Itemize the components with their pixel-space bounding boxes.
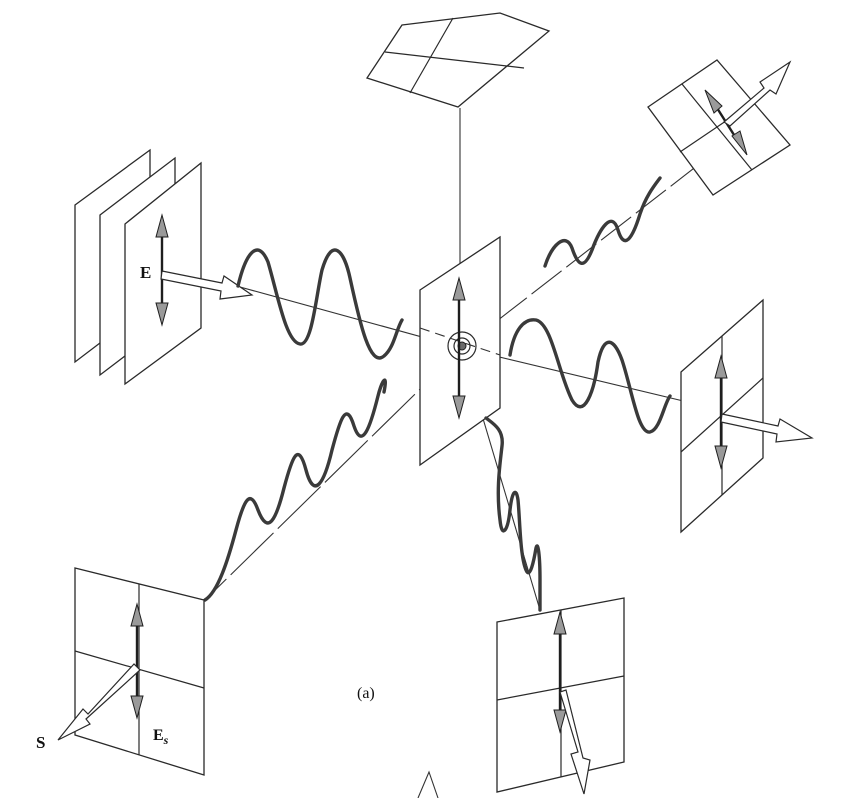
right-field-head-down: [714, 445, 728, 470]
lower-right-field-head-up: [553, 610, 567, 635]
lower-left-axis: [204, 347, 463, 601]
atom-ring-inner: [453, 337, 471, 355]
scattered-field-label: Es: [153, 727, 169, 747]
top-screen: [365, 12, 551, 108]
forward-axis: [461, 347, 701, 406]
incident-propagation-arrow: [160, 270, 254, 300]
upper-right-propagation-arrow: [723, 60, 792, 127]
upper-right-screen: [647, 59, 792, 196]
upper-right-screen-frame: [647, 59, 791, 196]
scattered-field-label-subscript: s: [163, 733, 169, 747]
upper-right-field-head-b: [731, 130, 748, 156]
poynting-arrow: [57, 663, 141, 741]
dipole-head-up: [452, 276, 466, 301]
incident-field-arrow: [155, 213, 169, 327]
right-screen: [680, 298, 814, 534]
lower-right-screen: [496, 597, 625, 795]
lower-right-propagation-arrow: [559, 689, 591, 795]
panel-tag: (a): [357, 685, 375, 702]
forward-wave: [508, 318, 672, 434]
lower-right-wave: [484, 416, 542, 612]
atom-ring-outer: [447, 331, 477, 361]
scattered-field-label-main: E: [153, 727, 164, 744]
right-field-head-up: [714, 354, 728, 379]
lower-left-field-head-up: [130, 602, 144, 627]
central-axis-through: [419, 327, 501, 356]
rear-wave: [543, 176, 662, 268]
lower-right-field-head-down: [553, 709, 567, 734]
incident-field-head-up: [155, 213, 169, 238]
lower-left-wave: [203, 378, 388, 602]
bottom-caret: [417, 770, 439, 798]
poynting-label: S: [36, 733, 45, 752]
incident-field-label: E: [140, 263, 151, 282]
right-propagation-arrow: [720, 413, 814, 443]
top-screen-grid-b: [384, 51, 525, 69]
lower-left-screen: [57, 567, 205, 776]
incident-planes: [74, 148, 202, 386]
incident-field-head-down: [155, 302, 169, 327]
top-screen-grid-a: [409, 17, 454, 94]
upper-right-field-head-a: [704, 89, 723, 114]
central-screen: [419, 235, 501, 467]
lower-left-field-head-down: [130, 695, 144, 720]
incident-wave: [236, 248, 404, 360]
dipole-head-down: [452, 395, 466, 420]
